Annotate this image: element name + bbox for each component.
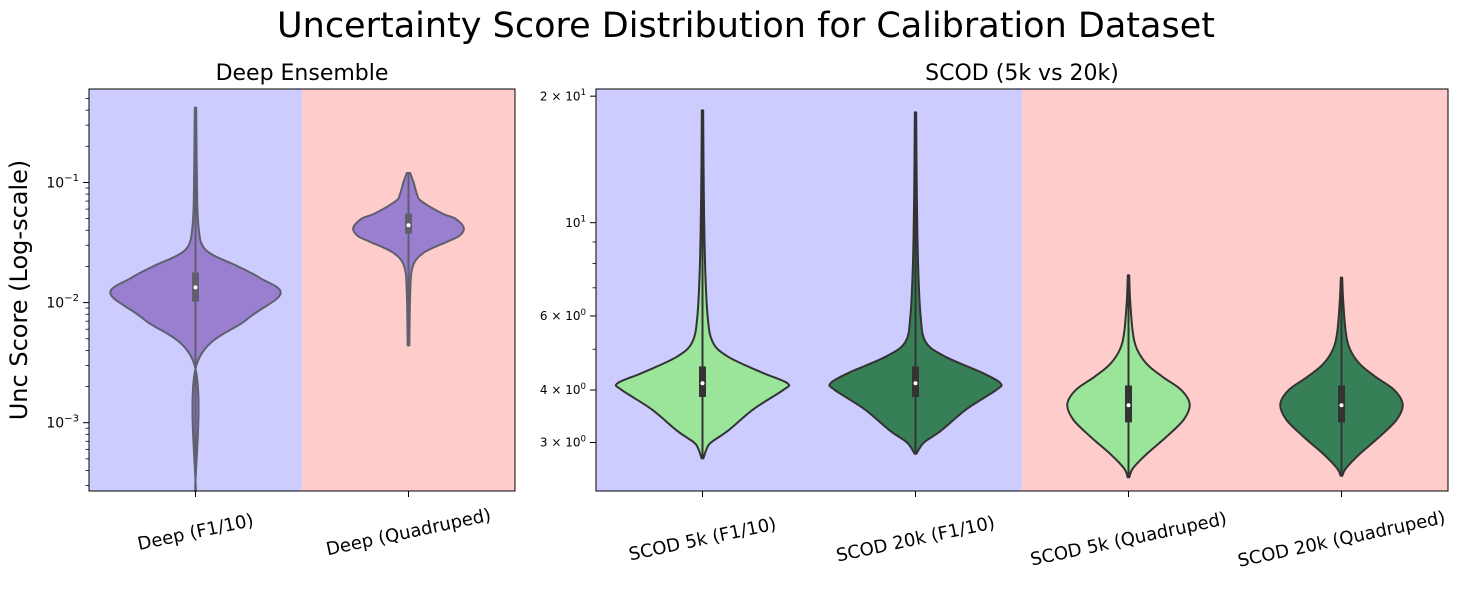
figure-suptitle: Uncertainty Score Distribution for Calib…	[277, 6, 1215, 46]
y-tick-label: 101	[565, 214, 586, 229]
y-tick-label: 3 × 100	[540, 434, 586, 449]
violin-median-2	[407, 223, 411, 227]
violin-median-2	[914, 381, 918, 385]
x-category-label: SCOD 20k (F1/10)	[834, 512, 996, 566]
subplot-1: 10−1 10−2 10−3 Deep (F1/10) Deep (Quadruped)…	[5, 61, 515, 560]
y-tick-label: 6 × 100	[540, 308, 586, 323]
violin-chart-figure: Uncertainty Score Distribution for Calib…	[0, 0, 1471, 593]
x-category-label: SCOD 20k (Quadruped)	[1236, 507, 1447, 572]
y-tick-label: 10−2	[46, 293, 79, 311]
x-category-label: SCOD 5k (F1/10)	[627, 514, 778, 566]
background-f110	[596, 89, 1022, 491]
violin-median-1	[194, 285, 198, 289]
violin-median-1	[701, 381, 705, 385]
x-category-label: Deep (Quadruped)	[324, 505, 493, 560]
x-category-label: SCOD 5k (Quadruped)	[1029, 508, 1229, 570]
violin-median-3	[1127, 403, 1131, 407]
violin-median-4	[1340, 403, 1344, 407]
subplot-title: SCOD (5k vs 20k)	[925, 61, 1119, 86]
x-category-label: Deep (F1/10)	[136, 510, 256, 555]
subplot-2: 2 × 101 101 6 × 100 4 × 100 3 × 100 SCOD 5k (…	[540, 61, 1448, 572]
subplot-title: Deep Ensemble	[216, 61, 389, 86]
y-tick-label: 10−1	[46, 173, 79, 191]
y-tick-label: 2 × 101	[540, 88, 586, 103]
y-axis-label: Unc Score (Log-scale)	[5, 160, 33, 421]
y-tick-label: 4 × 100	[540, 382, 586, 397]
y-tick-label: 10−3	[46, 413, 79, 431]
